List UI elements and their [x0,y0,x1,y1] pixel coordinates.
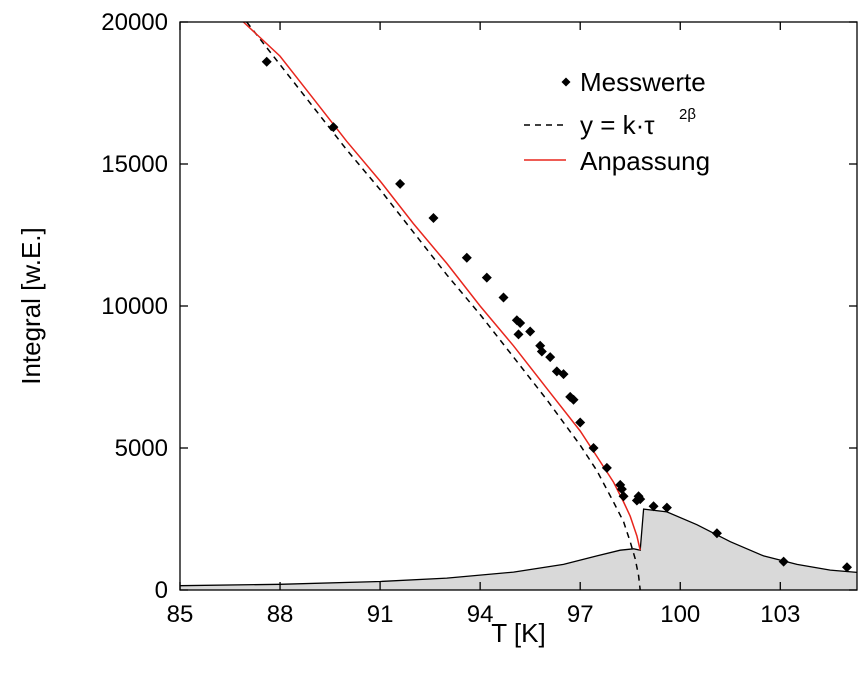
legend: Messwerte y = k·τ 2β Anpassung [524,67,710,176]
data-point [568,394,579,405]
data-point [481,272,492,283]
series-power-law-line [246,21,641,591]
data-point [648,501,659,512]
x-tick-label: 97 [567,601,594,628]
data-point [711,528,722,539]
data-point [536,346,547,357]
y-tick-label: 10000 [101,293,168,320]
legend-label-power-law-exponent: 2β [679,106,696,123]
y-tick-label: 5000 [115,435,168,462]
data-point [328,122,339,133]
data-point [461,252,472,263]
data-point [618,491,629,502]
data-point [515,318,526,329]
data-point [661,502,672,513]
data-point [545,352,556,363]
x-tick-label: 94 [467,601,494,628]
legend-label-fit: Anpassung [580,146,710,176]
data-point [635,494,646,505]
data-point [601,462,612,473]
data-point [395,178,406,189]
lines-layer [242,21,641,591]
data-point [558,369,569,380]
ticks-layer: 85 88 91 94 97 100 103 0 5000 10000 15000 20000 [101,9,857,628]
legend-marker-measured [561,77,571,87]
data-point [588,443,599,453]
x-tick-label: 91 [367,601,394,628]
data-point [525,326,536,337]
legend-label-measured: Messwerte [580,67,706,97]
data-point [498,292,509,303]
x-tick-label: 88 [267,601,294,628]
x-tick-label: 103 [760,601,800,628]
y-tick-label: 15000 [101,151,168,178]
background-area-fill [180,509,857,590]
x-tick-label: 85 [167,601,194,628]
x-axis-label: T [K] [491,618,545,648]
data-point [575,417,586,428]
legend-label-power-law: y = k·τ [580,110,655,140]
area-layer [179,508,858,590]
points-layer [261,56,852,573]
y-tick-label: 20000 [101,9,168,36]
data-point [513,329,524,340]
y-tick-label: 0 [155,577,168,604]
y-axis-label: Integral [w.E.] [16,227,46,385]
background-area-outline [179,508,858,587]
plot-frame [179,21,858,591]
data-point [428,212,439,223]
data-point [841,562,852,573]
x-tick-label: 100 [660,601,700,628]
data-point [778,556,789,567]
series-fit-line [242,21,641,551]
data-point [261,56,272,67]
data-point [616,484,627,495]
